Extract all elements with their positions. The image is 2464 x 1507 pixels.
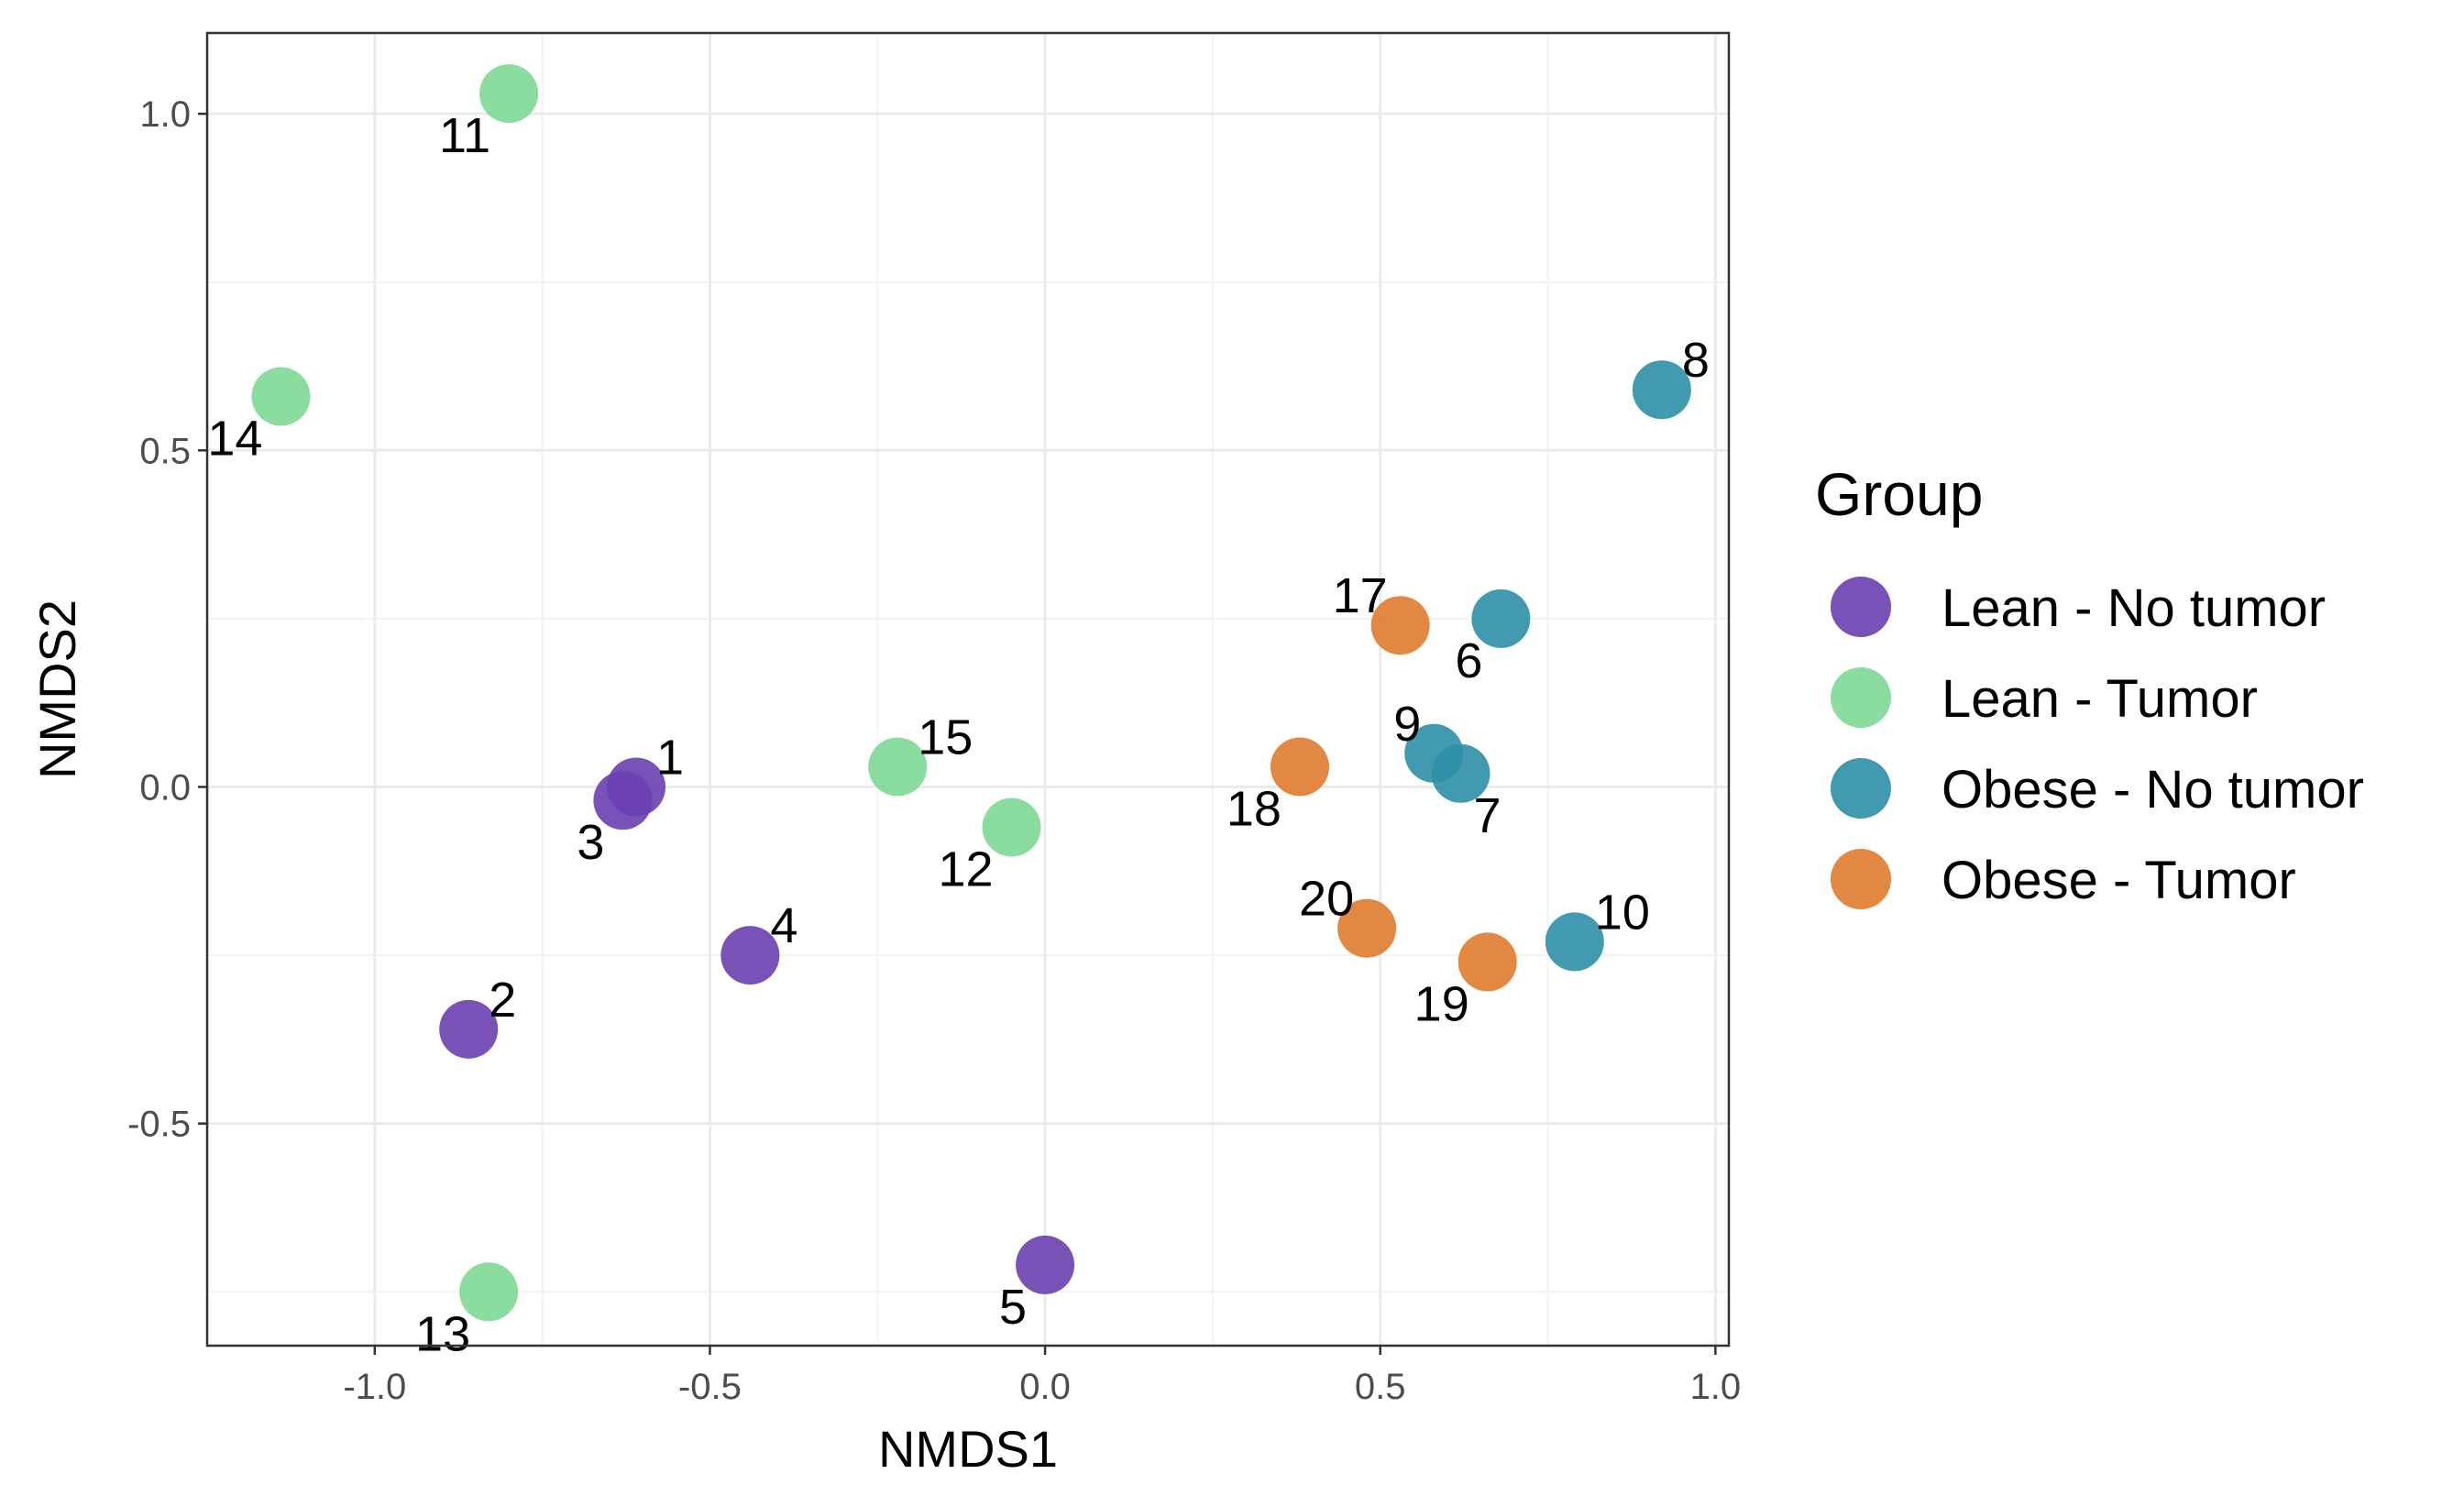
data-point xyxy=(1632,360,1691,420)
legend-title: Group xyxy=(1815,460,1983,528)
x-tick-label: 0.0 xyxy=(1019,1367,1071,1407)
data-point xyxy=(479,64,539,124)
data-point-labels: 13 4 2 5 11 14 15 12 13 8 697 10 17 18 20 19 xyxy=(207,108,1710,1361)
data-point-label: 14 xyxy=(207,412,262,467)
plot-panel-border xyxy=(205,31,1731,1348)
x-tick-label: 0.5 xyxy=(1355,1367,1406,1407)
legend-swatch xyxy=(1831,667,1891,728)
data-point-label: 1 xyxy=(656,730,684,785)
data-point xyxy=(1370,596,1430,655)
y-tick-label: 0.5 xyxy=(139,431,191,471)
legend-swatch xyxy=(1831,849,1891,909)
plot-panel xyxy=(207,33,1729,1346)
x-tick-label: -0.5 xyxy=(678,1367,742,1407)
legend-swatch xyxy=(1831,758,1891,819)
data-point xyxy=(1431,743,1490,803)
data-point-label: 13 xyxy=(415,1306,470,1361)
data-point-label: 9 xyxy=(1393,697,1421,752)
legend-label: Lean - No tumor xyxy=(1942,578,2326,638)
data-point-label: 2 xyxy=(489,973,516,1028)
data-point-label: 12 xyxy=(938,842,993,897)
x-axis-ticks: -1.0 -0.5 0.0 0.5 1.0 xyxy=(343,1346,1741,1407)
data-point xyxy=(1545,912,1604,972)
data-points xyxy=(251,64,1691,1322)
data-point xyxy=(459,1262,519,1322)
data-point-label: 19 xyxy=(1414,976,1469,1031)
data-point-label: 3 xyxy=(577,815,604,870)
data-point-label: 6 xyxy=(1455,633,1482,688)
data-point xyxy=(439,999,499,1059)
grid-major xyxy=(207,33,1729,1346)
y-tick-label: 0.0 xyxy=(139,767,191,808)
data-point-label: 8 xyxy=(1682,333,1710,388)
data-point-label: 18 xyxy=(1226,781,1282,836)
data-point xyxy=(1016,1235,1075,1294)
x-axis-title: NMDS1 xyxy=(878,1420,1058,1478)
data-point xyxy=(1270,737,1329,797)
data-point-label: 11 xyxy=(439,108,490,163)
data-point xyxy=(868,737,928,797)
legend-label: Obese - No tumor xyxy=(1942,760,2364,820)
legend-label: Obese - Tumor xyxy=(1942,851,2296,910)
data-point xyxy=(1471,588,1531,648)
data-point xyxy=(720,926,780,985)
legend-label: Lean - Tumor xyxy=(1942,669,2258,729)
data-point-label: 5 xyxy=(999,1280,1027,1335)
data-point-label: 7 xyxy=(1473,788,1501,843)
x-tick-label: -1.0 xyxy=(343,1367,406,1407)
y-axis-title: NMDS2 xyxy=(28,600,86,779)
data-point-label: 10 xyxy=(1595,885,1650,940)
x-tick-label: 1.0 xyxy=(1690,1367,1742,1407)
data-point xyxy=(1337,898,1397,958)
data-point xyxy=(251,367,311,426)
data-point-label: 15 xyxy=(918,710,973,764)
legend-swatch xyxy=(1831,577,1891,637)
data-point-label: 20 xyxy=(1299,872,1354,927)
y-axis-ticks: -0.5 0.0 0.5 1.0 xyxy=(127,94,207,1145)
data-point-label: 17 xyxy=(1333,568,1388,623)
data-point xyxy=(982,798,1041,857)
data-point-label: 4 xyxy=(770,898,798,953)
data-point xyxy=(593,771,653,830)
data-point xyxy=(1458,932,1517,992)
legend: Group Lean - No tumor Lean - Tumor Obese -… xyxy=(1815,460,2364,910)
y-tick-label: 1.0 xyxy=(139,94,191,135)
y-tick-label: -0.5 xyxy=(127,1105,191,1145)
